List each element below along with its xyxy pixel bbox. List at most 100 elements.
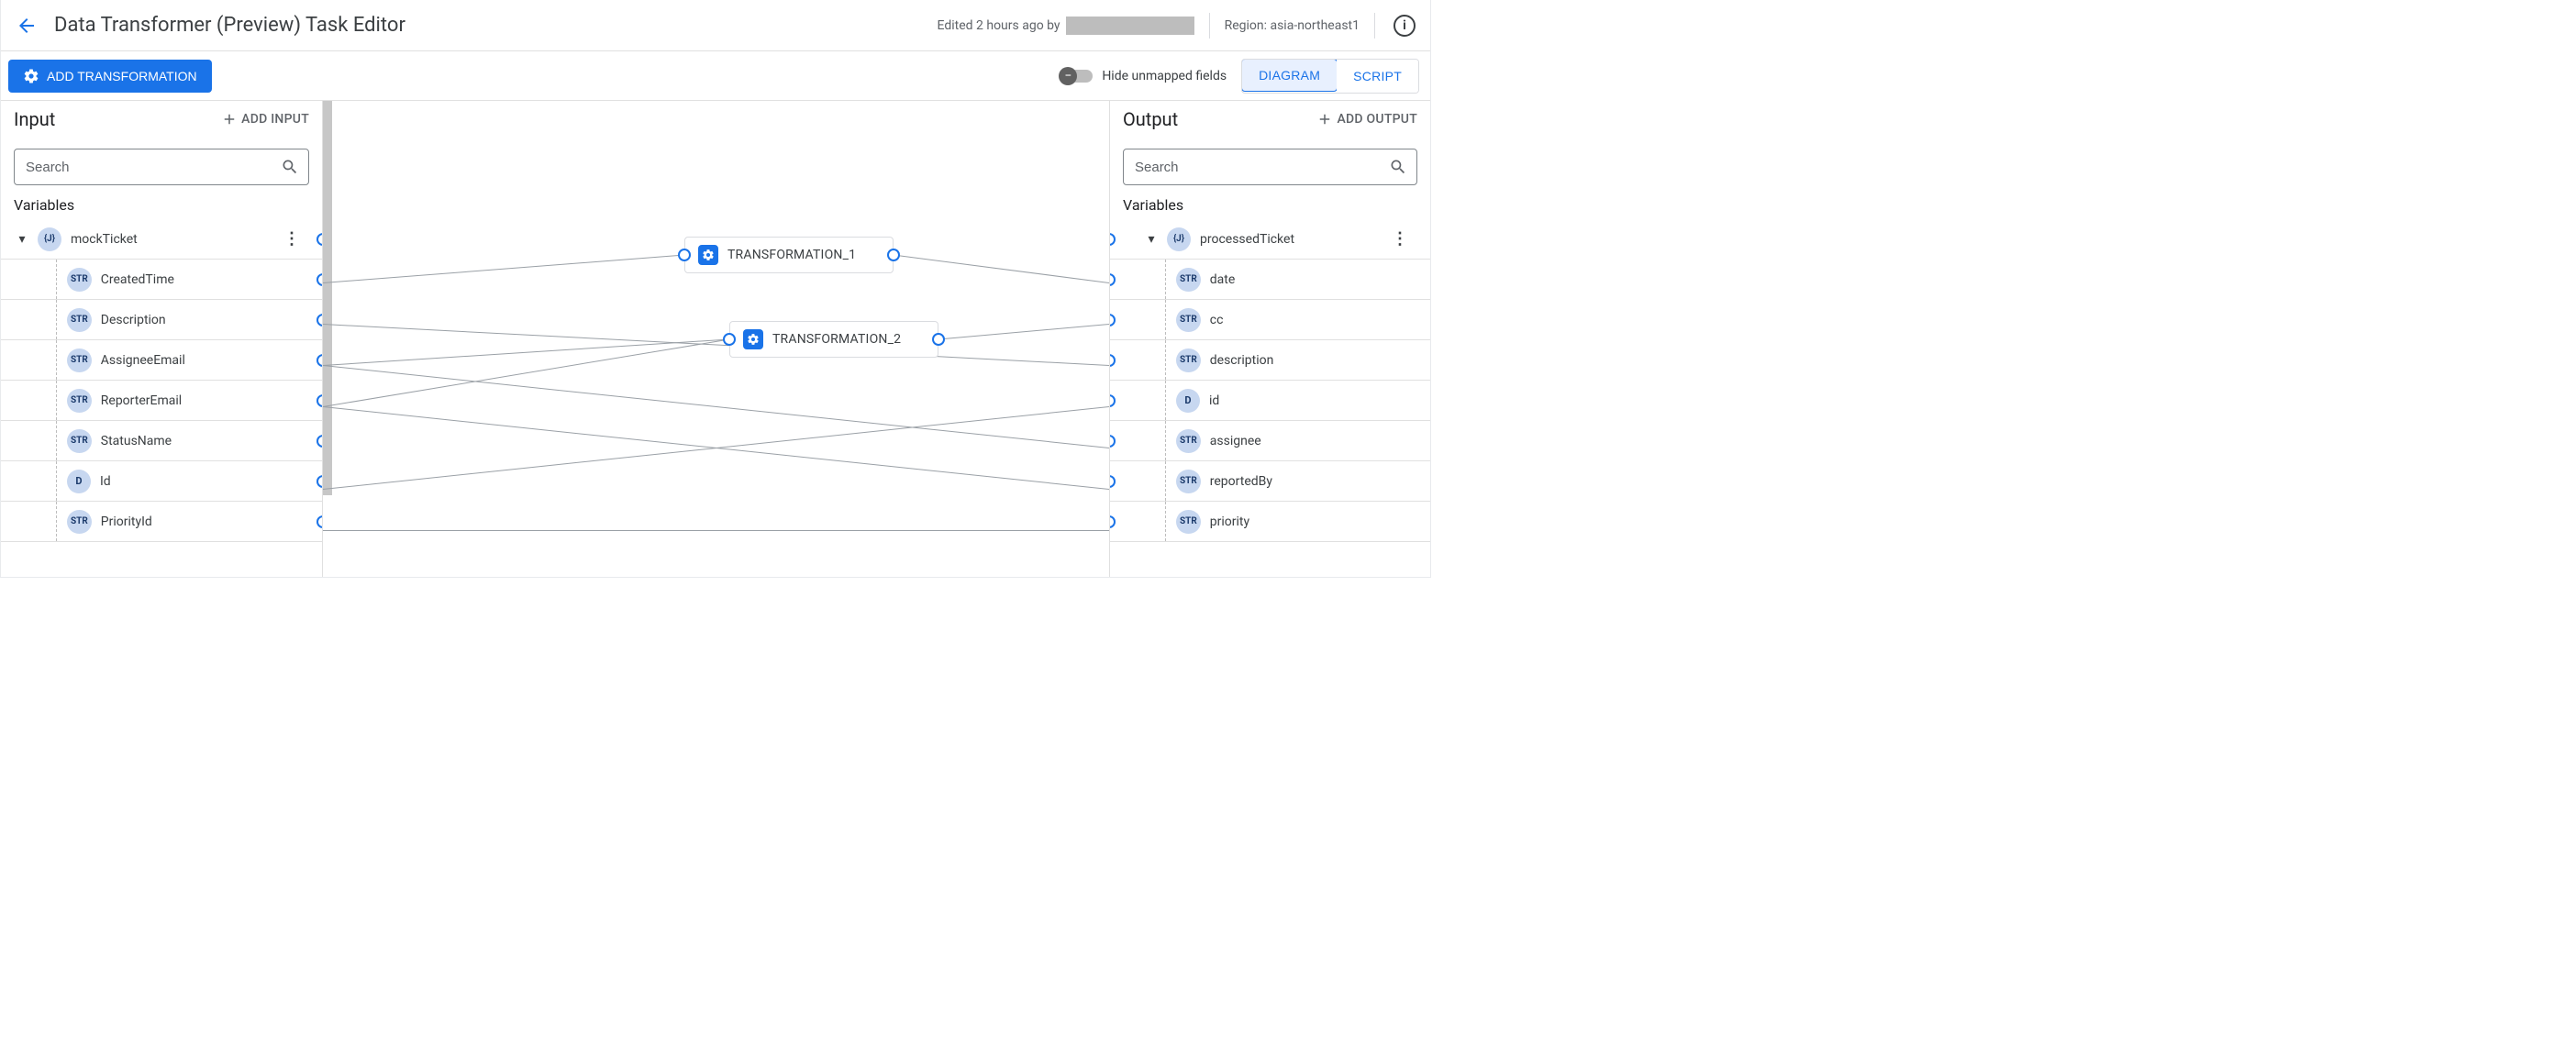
type-badge: STR [1176, 308, 1201, 332]
region-label: Region: asia-northeast1 [1225, 18, 1360, 33]
transformation-label: TRANSFORMATION_2 [772, 332, 901, 347]
output-tree: ▾{J}processedTicket⋮STRdateSTRccSTRdescr… [1110, 219, 1430, 577]
in-root-name: mockTicket [71, 232, 138, 247]
in-field-name: StatusName [101, 434, 172, 448]
in-field-name: Id [100, 474, 111, 489]
type-badge: STR [1176, 470, 1201, 493]
input-variables-label: Variables [1, 194, 322, 219]
divider [1374, 13, 1375, 39]
in-field-row[interactable]: STRDescription [1, 299, 322, 340]
out-port-root[interactable] [1110, 233, 1116, 246]
type-badge: STR [1176, 429, 1201, 453]
view-diagram-button[interactable]: DIAGRAM [1241, 59, 1338, 92]
type-badge: STR [67, 510, 92, 534]
input-search[interactable] [14, 149, 309, 185]
last-edited: Edited 2 hours ago by [938, 17, 1194, 35]
out-port[interactable] [1110, 475, 1116, 488]
gear-icon [698, 245, 718, 265]
type-badge: D [67, 470, 91, 493]
hide-unmapped-toggle[interactable]: − [1061, 70, 1093, 83]
in-field-row[interactable]: STR CreatedTime [1, 259, 322, 300]
type-badge: STR [67, 389, 92, 413]
in-field-name: ReporterEmail [101, 393, 182, 408]
in-field-row[interactable]: D Id [1, 460, 322, 502]
type-badge: STR [67, 429, 92, 453]
type-badge-json: {J} [38, 227, 61, 251]
in-field-name: Description [101, 313, 166, 327]
type-badge: D [1176, 389, 1200, 413]
transformation-node[interactable]: TRANSFORMATION_1 [684, 237, 894, 273]
transformation-label: TRANSFORMATION_1 [727, 248, 856, 262]
node-output-port[interactable] [887, 249, 900, 261]
type-badge: STR [1176, 510, 1201, 534]
out-port[interactable] [1110, 435, 1116, 448]
in-field-row[interactable]: STR AssigneeEmail [1, 339, 322, 381]
out-port[interactable] [1110, 354, 1116, 367]
out-field-name: reportedBy [1210, 474, 1272, 489]
gear-icon [743, 329, 763, 349]
add-input-label: ADD INPUT [241, 112, 309, 127]
out-root-row[interactable]: ▾{J}processedTicket⋮ [1110, 219, 1430, 260]
edge [323, 255, 684, 283]
out-field-name: id [1209, 393, 1219, 408]
edge [323, 339, 729, 366]
type-badge: STR [67, 349, 92, 372]
out-field-row[interactable]: STR reportedBy [1110, 460, 1430, 502]
add-input-button[interactable]: ADD INPUT [221, 111, 309, 127]
in-field-row[interactable]: STR StatusName [1, 420, 322, 461]
view-script-button[interactable]: SCRIPT [1337, 60, 1418, 93]
divider [1209, 13, 1210, 39]
node-output-port[interactable] [932, 333, 945, 346]
diagram-canvas[interactable]: TRANSFORMATION_1 TRANSFORMATION_2 [322, 101, 1109, 577]
back-button[interactable] [16, 15, 38, 37]
output-panel: Output ADD OUTPUT Variables ▾{J}processe… [1109, 101, 1430, 577]
edge [323, 366, 1109, 448]
page-title: Data Transformer (Preview) Task Editor [54, 14, 405, 37]
node-input-port[interactable] [678, 249, 691, 261]
out-field-name: description [1210, 353, 1274, 368]
in-field-name: PriorityId [101, 514, 152, 529]
transformation-node[interactable]: TRANSFORMATION_2 [729, 321, 938, 358]
out-field-name: assignee [1210, 434, 1261, 448]
caret-down-icon[interactable]: ▾ [14, 232, 30, 247]
info-icon[interactable]: i [1393, 15, 1416, 37]
add-transformation-button[interactable]: ADD TRANSFORMATION [8, 60, 212, 93]
out-port[interactable] [1110, 394, 1116, 407]
out-field-row[interactable]: STRpriority [1110, 501, 1430, 542]
add-transformation-label: ADD TRANSFORMATION [47, 69, 197, 83]
search-icon [1389, 158, 1407, 176]
in-root-row[interactable]: ▾ {J} mockTicket ⋮ [1, 219, 322, 260]
node-input-port[interactable] [723, 333, 736, 346]
input-search-field[interactable] [24, 159, 281, 176]
out-field-row[interactable]: STRdate [1110, 259, 1430, 300]
edge [323, 325, 1109, 366]
edge [894, 255, 1109, 283]
output-search[interactable] [1123, 149, 1417, 185]
edge [938, 325, 1109, 340]
in-field-row[interactable]: STR ReporterEmail [1, 380, 322, 421]
out-field-row[interactable]: Did [1110, 380, 1430, 421]
caret-down-icon[interactable]: ▾ [1143, 232, 1160, 247]
out-field-row[interactable]: STRdescription [1110, 339, 1430, 381]
toggle-knob-minus-icon: − [1059, 67, 1077, 85]
output-search-field[interactable] [1133, 159, 1389, 176]
type-badge: STR [67, 268, 92, 292]
out-field-row[interactable]: STRcc [1110, 299, 1430, 340]
edited-prefix: Edited 2 hours ago by [938, 18, 1060, 33]
output-variables-label: Variables [1110, 194, 1430, 219]
input-tree: ▾{J}mockTicket⋮STRCreatedTimeSTRDescript… [1, 219, 322, 577]
input-panel: Input ADD INPUT Variables ▾{J}mockTicket… [1, 101, 322, 577]
in-field-name: AssigneeEmail [101, 353, 185, 368]
row-menu-icon[interactable]: ⋮ [1392, 229, 1408, 249]
add-output-label: ADD OUTPUT [1337, 112, 1417, 127]
out-port[interactable] [1110, 515, 1116, 528]
editor-toolbar: ADD TRANSFORMATION − Hide unmapped field… [1, 51, 1430, 101]
out-field-name: date [1210, 272, 1236, 287]
out-port[interactable] [1110, 273, 1116, 286]
add-output-button[interactable]: ADD OUTPUT [1316, 111, 1417, 127]
out-field-row[interactable]: STR assignee [1110, 420, 1430, 461]
in-field-name: CreatedTime [101, 272, 174, 287]
out-port[interactable] [1110, 314, 1116, 326]
in-field-row[interactable]: STR PriorityId [1, 501, 322, 542]
row-menu-icon[interactable]: ⋮ [283, 229, 300, 249]
